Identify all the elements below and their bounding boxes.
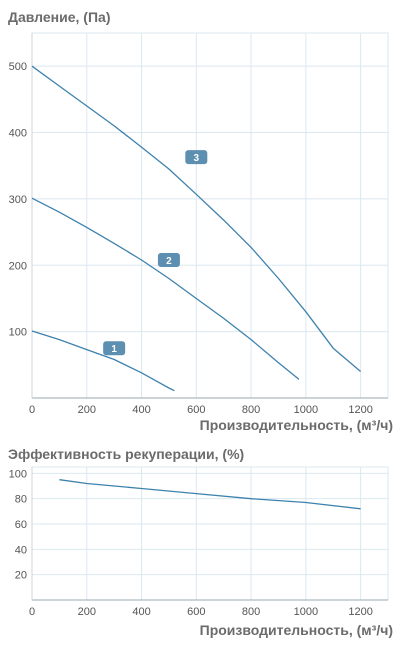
pressure-chart-x-axis-title: Производительность, (м³/ч) bbox=[199, 417, 393, 433]
pressure-series-2-line bbox=[31, 197, 300, 380]
efficiency-chart-title: Эффективность рекуперации, (%) bbox=[8, 446, 245, 462]
efficiency-x-tick-label: 200 bbox=[78, 606, 96, 618]
pressure-chart: 0 200 400 600 800 1000 1200 100 200 300 400 500 1 2 3 bbox=[9, 32, 389, 416]
pressure-chart-title: Давление, (Па) bbox=[8, 9, 111, 25]
pressure-series-1-line bbox=[31, 330, 175, 392]
pressure-y-tick-label: 100 bbox=[9, 327, 27, 339]
efficiency-chart-x-axis-title: Производительность, (м³/ч) bbox=[199, 622, 393, 638]
efficiency-y-tick-label: 80 bbox=[15, 494, 27, 506]
efficiency-x-tick-label: 1000 bbox=[294, 606, 318, 618]
pressure-y-tick-label: 500 bbox=[9, 61, 27, 73]
pressure-x-tick-label: 1000 bbox=[294, 404, 318, 416]
pressure-series-1-badge bbox=[103, 341, 126, 356]
efficiency-y-tick-label: 20 bbox=[15, 570, 27, 582]
pressure-x-tick-label: 1200 bbox=[348, 404, 372, 416]
efficiency-series-line bbox=[59, 479, 361, 510]
pressure-series-2-badge bbox=[157, 252, 180, 267]
efficiency-x-tick-label: 1200 bbox=[348, 606, 372, 618]
pressure-series-2-label: 2 bbox=[166, 256, 172, 267]
pressure-x-tick-label: 0 bbox=[29, 404, 35, 416]
efficiency-y-tick-label: 40 bbox=[15, 544, 27, 556]
pressure-x-tick-label: 800 bbox=[242, 404, 260, 416]
pressure-y-tick-label: 400 bbox=[9, 128, 27, 140]
efficiency-x-tick-label: 400 bbox=[132, 606, 150, 618]
pressure-series-3-line bbox=[31, 65, 362, 372]
pressure-series-3-badge bbox=[185, 150, 208, 165]
pressure-y-tick-label: 200 bbox=[9, 260, 27, 272]
pressure-y-tick-label: 300 bbox=[9, 194, 27, 206]
pressure-series-1-label: 1 bbox=[111, 344, 117, 355]
pressure-x-tick-label: 600 bbox=[187, 404, 205, 416]
efficiency-x-tick-label: 800 bbox=[242, 606, 260, 618]
efficiency-x-tick-label: 600 bbox=[187, 606, 205, 618]
pressure-x-tick-label: 200 bbox=[78, 404, 96, 416]
pressure-x-tick-label: 400 bbox=[132, 404, 150, 416]
efficiency-y-tick-label: 60 bbox=[15, 519, 27, 531]
efficiency-plot-frame bbox=[31, 466, 389, 601]
efficiency-x-tick-label: 0 bbox=[29, 606, 35, 618]
efficiency-y-tick-label: 100 bbox=[9, 468, 27, 480]
pressure-series-3-label: 3 bbox=[194, 153, 200, 164]
